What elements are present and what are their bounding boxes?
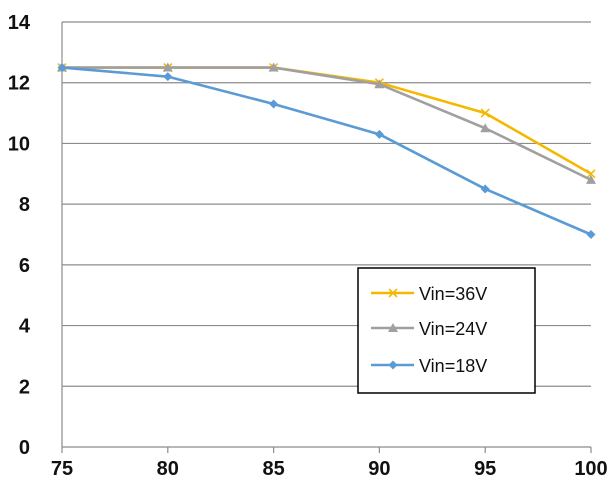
series-line-vin-24v (62, 68, 591, 180)
y-tick-label-4: 4 (19, 316, 31, 338)
legend-label-vin-36v: Vin=36V (419, 284, 487, 304)
y-tick-label-10: 10 (8, 133, 30, 155)
x-tick-label-75: 75 (51, 458, 73, 480)
series-line-vin-36v (62, 68, 591, 174)
legend: Vin=36V Vin=24V Vin=18V (358, 268, 535, 393)
series-line-vin-18v (62, 68, 591, 235)
data-point-vin-18v-100 (587, 230, 596, 239)
series-layer (57, 63, 596, 239)
legend-label-vin-24v: Vin=24V (419, 319, 487, 339)
data-point-vin-18v-95 (481, 184, 490, 193)
y-tick-label-8: 8 (19, 194, 30, 216)
data-point-vin-18v-80 (163, 72, 172, 81)
x-tick-label-95: 95 (474, 458, 496, 480)
x-tick-label-85: 85 (262, 458, 284, 480)
y-tick-label-0: 0 (19, 437, 30, 459)
y-tick-label-6: 6 (19, 255, 30, 277)
x-tick-label-80: 80 (157, 458, 179, 480)
y-tick-label-14: 14 (8, 12, 31, 34)
data-point-vin-18v-90 (375, 130, 384, 139)
data-point-vin-18v-85 (269, 99, 278, 108)
y-tick-label-2: 2 (19, 376, 30, 398)
legend-label-vin-18v: Vin=18V (419, 356, 487, 376)
x-tick-label-90: 90 (368, 458, 390, 480)
y-tick-label-12: 12 (8, 73, 30, 95)
x-tick-label-100: 100 (574, 458, 607, 480)
